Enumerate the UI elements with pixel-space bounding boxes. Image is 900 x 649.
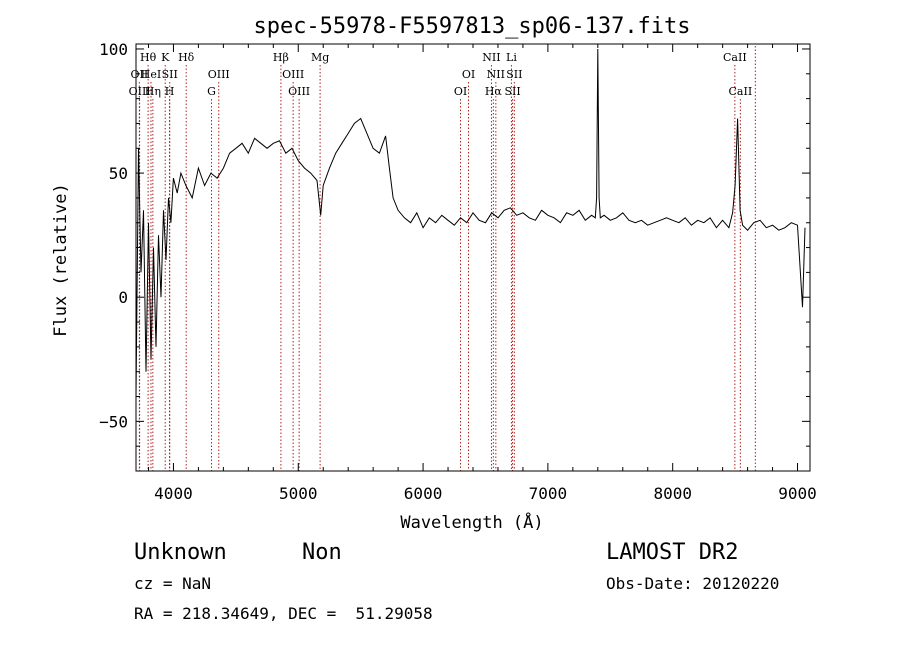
line-marker-label: OI xyxy=(462,68,475,81)
subclass-label: Non xyxy=(302,540,342,565)
line-marker-label: OI xyxy=(454,85,467,98)
x-tick-label: 8000 xyxy=(653,484,692,503)
line-marker-label: Hδ xyxy=(178,51,195,64)
line-marker-label: K xyxy=(161,51,170,64)
line-marker-label: Hθ xyxy=(140,51,157,64)
y-axis-label: Flux (relative) xyxy=(51,183,71,337)
line-marker-label: SII xyxy=(506,68,522,81)
line-marker-label: OIII xyxy=(208,68,230,81)
line-marker-label: CaII xyxy=(729,85,753,98)
x-tick-label: 7000 xyxy=(529,484,568,503)
obs-date-label: Obs-Date: 20120220 xyxy=(606,574,779,593)
class-label: Unknown xyxy=(134,540,227,565)
x-tick-label: 9000 xyxy=(778,484,817,503)
y-tick-label: −50 xyxy=(99,412,128,431)
line-marker-label: OIII xyxy=(129,85,151,98)
x-tick-label: 4000 xyxy=(154,484,193,503)
x-tick-label: 5000 xyxy=(279,484,318,503)
y-axis-ticks: −50 0 50 100 xyxy=(99,40,810,447)
line-marker-label: Hη xyxy=(145,85,161,98)
line-marker-label: OIII xyxy=(282,68,304,81)
line-marker-label: Mg xyxy=(311,51,329,64)
y-tick-label: 100 xyxy=(99,40,128,59)
line-marker-label: H xyxy=(165,85,175,98)
line-marker-label: Hβ xyxy=(273,51,289,64)
line-marker-label: OII xyxy=(131,68,149,81)
line-marker-label: CaII xyxy=(723,51,747,64)
line-markers xyxy=(138,46,756,471)
line-marker-labels: Hθ OII OIII HeI Hη K SII H Hδ OIII G Hβ OIII OIII Mg OI… xyxy=(129,51,753,98)
line-marker-label: HeI xyxy=(141,68,161,81)
line-marker-label: NII xyxy=(482,51,500,64)
line-marker-label: G xyxy=(207,85,216,98)
cz-label: cz = NaN xyxy=(134,574,211,593)
chart-title: spec-55978-F5597813_sp06-137.fits xyxy=(253,14,690,39)
spectrum-line xyxy=(135,48,806,397)
line-marker-label: SII xyxy=(162,68,178,81)
y-tick-label: 50 xyxy=(109,164,128,183)
x-tick-label: 6000 xyxy=(404,484,443,503)
y-tick-label: 0 xyxy=(118,288,128,307)
line-marker-label: Li xyxy=(506,51,517,64)
survey-label: LAMOST DR2 xyxy=(606,540,738,565)
coordinates-label: RA = 218.34649, DEC = 51.29058 xyxy=(134,604,433,623)
line-marker-label: SII xyxy=(504,85,520,98)
x-axis-label: Wavelength (Å) xyxy=(400,511,543,533)
line-marker-label: OIII xyxy=(288,85,310,98)
plot-frame xyxy=(135,43,811,472)
x-axis-ticks: 4000 5000 6000 7000 8000 9000 xyxy=(147,44,817,503)
line-marker-label: Hα xyxy=(485,85,503,98)
line-marker-label: NII xyxy=(487,68,505,81)
